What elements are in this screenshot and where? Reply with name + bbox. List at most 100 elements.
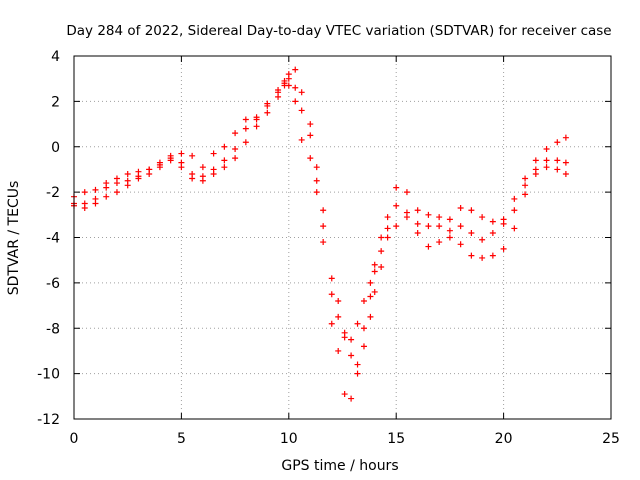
data-point: [414, 207, 421, 214]
data-point: [232, 130, 239, 137]
data-point: [354, 370, 361, 377]
data-point: [367, 313, 374, 320]
chart-title: Day 284 of 2022, Sidereal Day-to-day VTE…: [66, 23, 611, 39]
data-point: [457, 205, 464, 212]
data-series: [71, 66, 569, 402]
data-point: [210, 150, 217, 157]
data-point: [532, 170, 539, 177]
data-point: [425, 211, 432, 218]
data-point: [378, 263, 385, 270]
x-tick-label: 10: [280, 431, 298, 447]
data-point: [371, 261, 378, 268]
data-point: [425, 243, 432, 250]
data-point: [468, 252, 475, 259]
data-point: [360, 343, 367, 350]
data-point: [189, 170, 196, 177]
data-point: [135, 168, 142, 175]
data-point: [384, 225, 391, 232]
data-point: [313, 177, 320, 184]
data-point: [210, 170, 217, 177]
y-tick-label: -4: [46, 231, 60, 247]
data-point: [156, 164, 163, 171]
data-point: [298, 107, 305, 114]
x-tick-label: 15: [387, 431, 405, 447]
data-point: [500, 216, 507, 223]
data-point: [298, 136, 305, 143]
data-point: [320, 207, 327, 214]
data-point: [425, 223, 432, 230]
data-point: [522, 182, 529, 189]
data-point: [446, 227, 453, 234]
y-tick-label: 0: [51, 140, 60, 156]
data-point: [511, 195, 518, 202]
data-point: [403, 189, 410, 196]
data-point: [532, 157, 539, 164]
series-1: [71, 75, 569, 343]
data-point: [384, 234, 391, 241]
data-point: [113, 175, 120, 182]
data-point: [543, 146, 550, 153]
data-point: [403, 209, 410, 216]
data-point: [562, 159, 569, 166]
data-point: [562, 170, 569, 177]
data-point: [292, 98, 299, 105]
data-point: [522, 175, 529, 182]
data-point: [320, 223, 327, 230]
data-point: [522, 191, 529, 198]
x-axis-label: GPS time / hours: [281, 458, 398, 474]
data-point: [446, 234, 453, 241]
data-point: [242, 125, 249, 132]
data-point: [103, 180, 110, 187]
data-point: [328, 291, 335, 298]
data-point: [313, 164, 320, 171]
data-point: [103, 193, 110, 200]
data-point: [436, 239, 443, 246]
data-point: [335, 313, 342, 320]
data-point: [511, 225, 518, 232]
data-point: [446, 216, 453, 223]
data-point: [221, 157, 228, 164]
data-point: [436, 214, 443, 221]
data-point: [199, 177, 206, 184]
y-tick-label: -12: [37, 412, 60, 428]
y-tick-label: -8: [46, 321, 60, 337]
data-point: [543, 164, 550, 171]
data-point: [275, 87, 282, 94]
data-point: [384, 214, 391, 221]
data-point: [489, 252, 496, 259]
data-point: [298, 89, 305, 96]
data-point: [360, 298, 367, 305]
data-point: [285, 82, 292, 89]
data-point: [543, 157, 550, 164]
data-point: [307, 155, 314, 162]
data-point: [281, 80, 288, 87]
data-point: [313, 189, 320, 196]
data-point: [554, 166, 561, 173]
data-point: [232, 155, 239, 162]
data-point: [307, 121, 314, 128]
data-point: [335, 298, 342, 305]
data-point: [393, 223, 400, 230]
data-point: [360, 325, 367, 332]
data-point: [92, 200, 99, 207]
data-point: [178, 150, 185, 157]
data-point: [489, 218, 496, 225]
data-point: [221, 164, 228, 171]
data-point: [367, 279, 374, 286]
data-point: [253, 123, 260, 130]
data-point: [189, 152, 196, 159]
data-point: [562, 134, 569, 141]
data-point: [92, 186, 99, 193]
data-point: [335, 347, 342, 354]
data-point: [292, 66, 299, 73]
data-point: [468, 207, 475, 214]
data-point: [479, 236, 486, 243]
data-point: [436, 223, 443, 230]
data-point: [348, 352, 355, 359]
data-point: [81, 205, 88, 212]
data-point: [348, 336, 355, 343]
y-axis-label: SDTVAR / TECUs: [6, 181, 22, 296]
data-point: [221, 143, 228, 150]
data-point: [124, 182, 131, 189]
grid-lines: [74, 56, 611, 419]
